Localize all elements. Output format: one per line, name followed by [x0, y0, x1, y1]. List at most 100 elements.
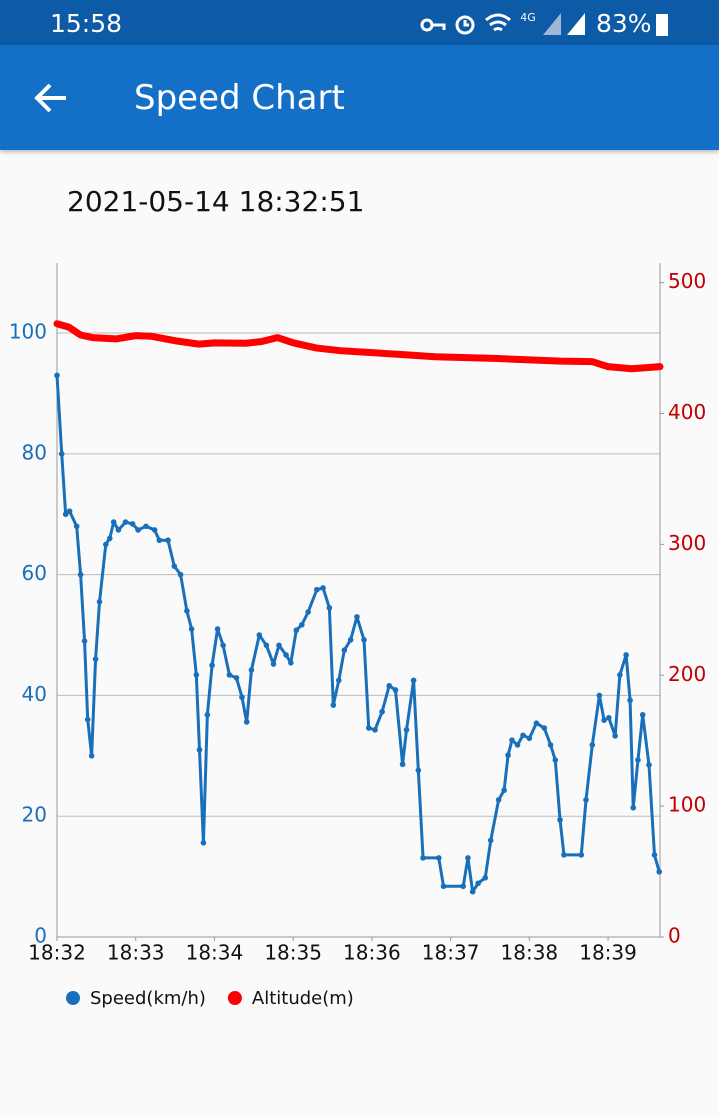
y-tick-label: 0 [34, 924, 47, 948]
data-point [386, 682, 393, 689]
data-line [53, 320, 664, 373]
data-point [372, 727, 378, 733]
data-point [514, 742, 521, 748]
data-point [361, 637, 367, 643]
data-point [92, 656, 99, 662]
data-point [151, 527, 158, 533]
data-point [341, 647, 348, 653]
data-point [520, 732, 526, 739]
y2-tick-label: 300 [668, 531, 706, 555]
y-tick-label: 100 [9, 320, 47, 344]
data-point [193, 672, 200, 678]
data-point [263, 642, 270, 649]
data-point [541, 725, 548, 731]
battery-icon [656, 14, 668, 36]
data-point [365, 725, 372, 731]
data-point [495, 797, 502, 803]
legend-label: Altitude(m) [252, 988, 354, 1009]
alarm-icon [455, 15, 475, 35]
data-point [84, 716, 91, 723]
data-point [77, 571, 84, 578]
data-point [54, 372, 60, 379]
y2-tick-label: 0 [668, 924, 681, 948]
y-tick-label: 40 [22, 682, 47, 706]
data-point [188, 626, 195, 632]
x-tick-label: 18:37 [422, 941, 480, 965]
data-point [320, 585, 326, 591]
y2-tick-label: 400 [668, 400, 706, 424]
data-point [239, 694, 245, 701]
data-point [578, 852, 585, 858]
legend-marker [66, 991, 80, 1005]
data-point [501, 787, 507, 794]
data-point [469, 888, 476, 895]
data-point [617, 672, 623, 678]
x-tick-label: 18:32 [28, 941, 86, 965]
y-tick-label: 20 [22, 803, 47, 827]
data-point [623, 652, 629, 658]
data-point [58, 451, 65, 457]
data-point [196, 746, 203, 753]
data-point [583, 797, 589, 803]
data-point [606, 714, 612, 721]
y-tick-label: 80 [22, 440, 47, 464]
data-point [547, 742, 554, 748]
data-point [243, 719, 250, 725]
data-point [73, 523, 80, 530]
key-icon [420, 18, 446, 32]
back-button[interactable] [32, 78, 72, 118]
app-title: Speed Chart [134, 78, 345, 118]
data-point [88, 753, 95, 759]
chart-subtitle: 2021-05-14 18:32:51 [67, 185, 364, 218]
x-tick-label: 18:36 [343, 941, 401, 965]
data-point [646, 762, 652, 768]
data-point [313, 586, 320, 593]
data-point [336, 677, 342, 684]
data-point [62, 511, 69, 518]
data-point [440, 883, 447, 890]
signal-icon [543, 13, 561, 35]
data-point [505, 752, 511, 759]
data-point [347, 637, 354, 643]
data-point [601, 717, 607, 723]
data-point [106, 535, 113, 542]
data-point [589, 742, 596, 748]
data-point [465, 855, 471, 861]
signal-icon [567, 13, 585, 35]
data-point [403, 727, 410, 733]
data-point [596, 692, 603, 699]
data-point [639, 711, 646, 718]
data-point [656, 868, 663, 875]
data-point [200, 839, 207, 846]
data-point [305, 609, 311, 615]
data-point [330, 702, 337, 708]
x-tick-label: 18:39 [579, 941, 637, 965]
app-bar: Speed Chart [0, 45, 719, 150]
wifi-icon [485, 13, 511, 32]
data-point [326, 605, 333, 611]
data-point [214, 626, 221, 632]
data-point [526, 735, 533, 742]
x-tick-label: 18:34 [186, 941, 244, 965]
data-point [270, 661, 277, 667]
y2-tick-label: 500 [668, 269, 706, 293]
data-point [460, 883, 466, 890]
data-point [435, 855, 442, 861]
data-point [143, 523, 149, 530]
battery-level: 83% [596, 9, 652, 38]
legend-label: Speed(km/h) [90, 988, 206, 1009]
data-point [288, 660, 294, 666]
data-point [122, 519, 129, 525]
data-point [475, 880, 481, 887]
data-line [55, 373, 661, 894]
data-point [392, 687, 399, 693]
data-point [81, 638, 88, 644]
y-tick-label: 60 [22, 561, 47, 585]
x-tick-label: 18:33 [107, 941, 165, 965]
data-point [204, 711, 211, 718]
data-point [103, 541, 109, 548]
data-point [635, 757, 641, 763]
data-point [354, 614, 360, 620]
y2-tick-label: 100 [668, 793, 706, 817]
